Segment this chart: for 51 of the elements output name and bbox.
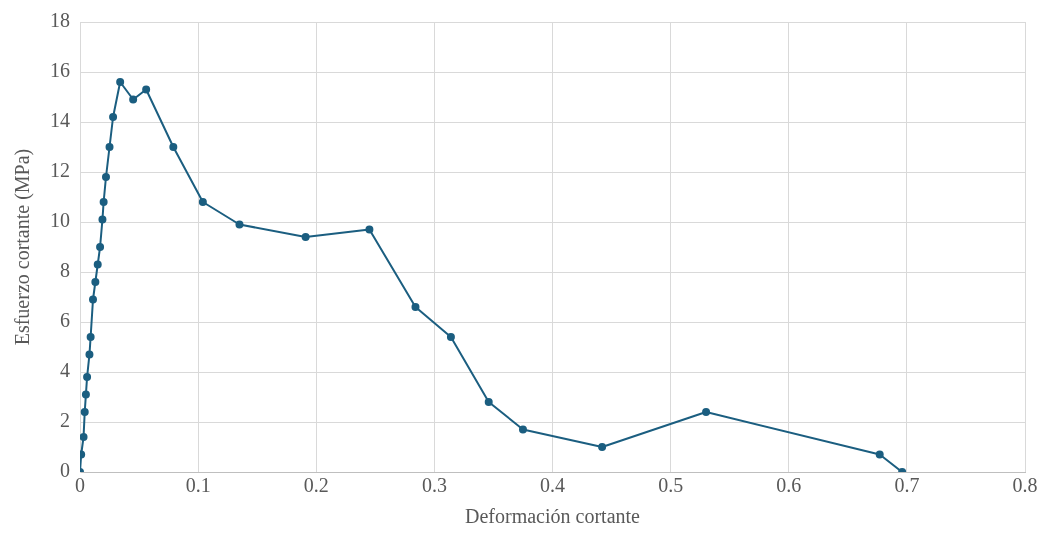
point	[598, 443, 607, 451]
x-tick-label: 0.1	[185, 474, 211, 497]
x-tick-label: 0.2	[303, 474, 329, 497]
y-tick-label: 2	[60, 409, 70, 432]
point	[91, 278, 100, 286]
y-tick-label: 16	[50, 59, 70, 82]
point	[101, 173, 110, 181]
x-tick-label: 0.6	[776, 474, 802, 497]
point	[116, 78, 125, 86]
point	[129, 95, 138, 104]
x-tick-label: 0.5	[658, 474, 684, 497]
y-tick-label: 4	[60, 359, 70, 382]
point	[98, 215, 107, 224]
point	[484, 398, 493, 406]
point	[702, 408, 711, 416]
x-tick-label: 0.3	[421, 474, 447, 497]
point	[96, 243, 105, 251]
point	[99, 198, 108, 206]
point	[109, 113, 118, 121]
y-tick-label: 10	[50, 209, 70, 232]
point	[875, 450, 884, 459]
point	[518, 425, 527, 434]
point	[81, 390, 90, 399]
y-axis-title: Esfuerzo cortante (MPa)	[11, 148, 35, 346]
point	[83, 373, 92, 381]
y-tick-label: 14	[50, 109, 70, 132]
x-axis-title: Deformación cortante	[465, 505, 641, 528]
x-tick-label: 0.4	[540, 474, 565, 497]
point	[411, 303, 420, 311]
point	[80, 433, 88, 441]
point	[301, 233, 310, 241]
point	[105, 143, 114, 151]
x-tick-label: 0	[75, 474, 85, 497]
point	[446, 333, 455, 341]
y-tick-label: 18	[50, 9, 70, 32]
y-tick-label: 6	[60, 309, 70, 332]
point	[365, 225, 374, 234]
x-tick-label: 0.7	[894, 474, 920, 497]
y-tick-label: 0	[60, 459, 70, 482]
point	[86, 333, 95, 341]
point	[169, 143, 178, 151]
point	[85, 350, 94, 359]
point	[88, 295, 97, 304]
point	[142, 85, 151, 94]
x-tick-label: 0.8	[1012, 474, 1038, 497]
point	[93, 260, 102, 269]
point	[80, 408, 89, 416]
point	[235, 220, 244, 229]
point	[198, 198, 207, 206]
y-tick-label: 12	[50, 159, 70, 182]
y-tick-label: 8	[60, 259, 70, 282]
